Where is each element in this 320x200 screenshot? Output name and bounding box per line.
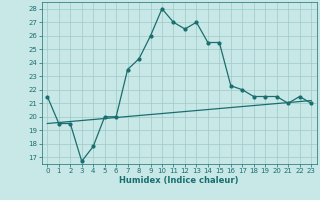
X-axis label: Humidex (Indice chaleur): Humidex (Indice chaleur) (119, 176, 239, 185)
